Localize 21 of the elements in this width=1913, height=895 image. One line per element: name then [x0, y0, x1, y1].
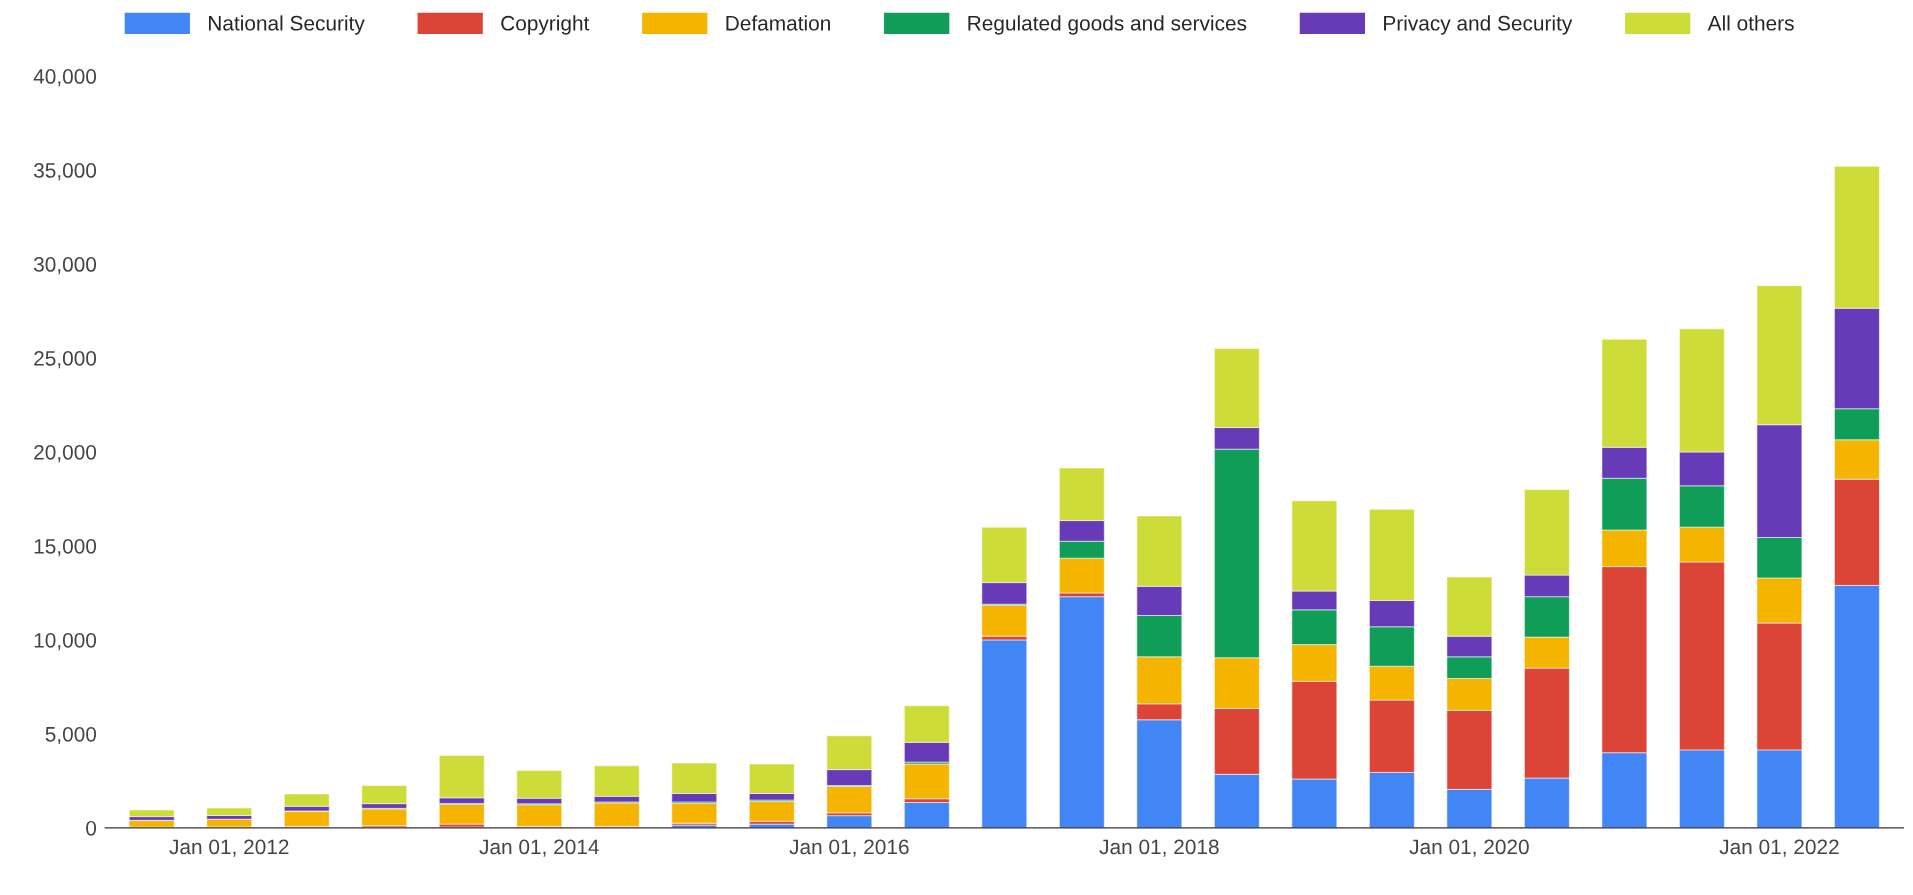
- y-tick-label: 25,000: [34, 351, 97, 369]
- legend-label: Regulated goods and services: [968, 15, 1247, 35]
- y-tick-label: 10,000: [34, 632, 97, 651]
- x-tick-label: Jan 01, 2016: [789, 839, 909, 857]
- y-tick-label: 35,000: [33, 163, 97, 181]
- y-tick-label: 5,000: [45, 726, 97, 745]
- x-tick-label: Jan 01, 2018: [1099, 839, 1219, 857]
- legend-label: National Security: [209, 15, 365, 35]
- y-tick-label: 0: [86, 820, 97, 836]
- legend-label: Defamation: [726, 15, 830, 31]
- x-tick-label: Jan 01, 2014: [479, 839, 599, 857]
- x-tick-label: Jan 01, 2022: [1719, 839, 1839, 857]
- y-tick-label: 15,000: [34, 538, 97, 557]
- legend-label: All others: [1707, 15, 1794, 31]
- legend-label: Privacy and Security: [1384, 15, 1573, 35]
- x-tick-label: Jan 01, 2020: [1409, 839, 1529, 857]
- y-tick-label: 40,000: [33, 69, 97, 87]
- y-tick-label: 20,000: [34, 444, 97, 463]
- x-tick-label: Jan 01, 2012: [169, 839, 289, 857]
- legend-label: Copyright: [501, 15, 590, 35]
- y-tick-label: 30,000: [33, 257, 97, 275]
